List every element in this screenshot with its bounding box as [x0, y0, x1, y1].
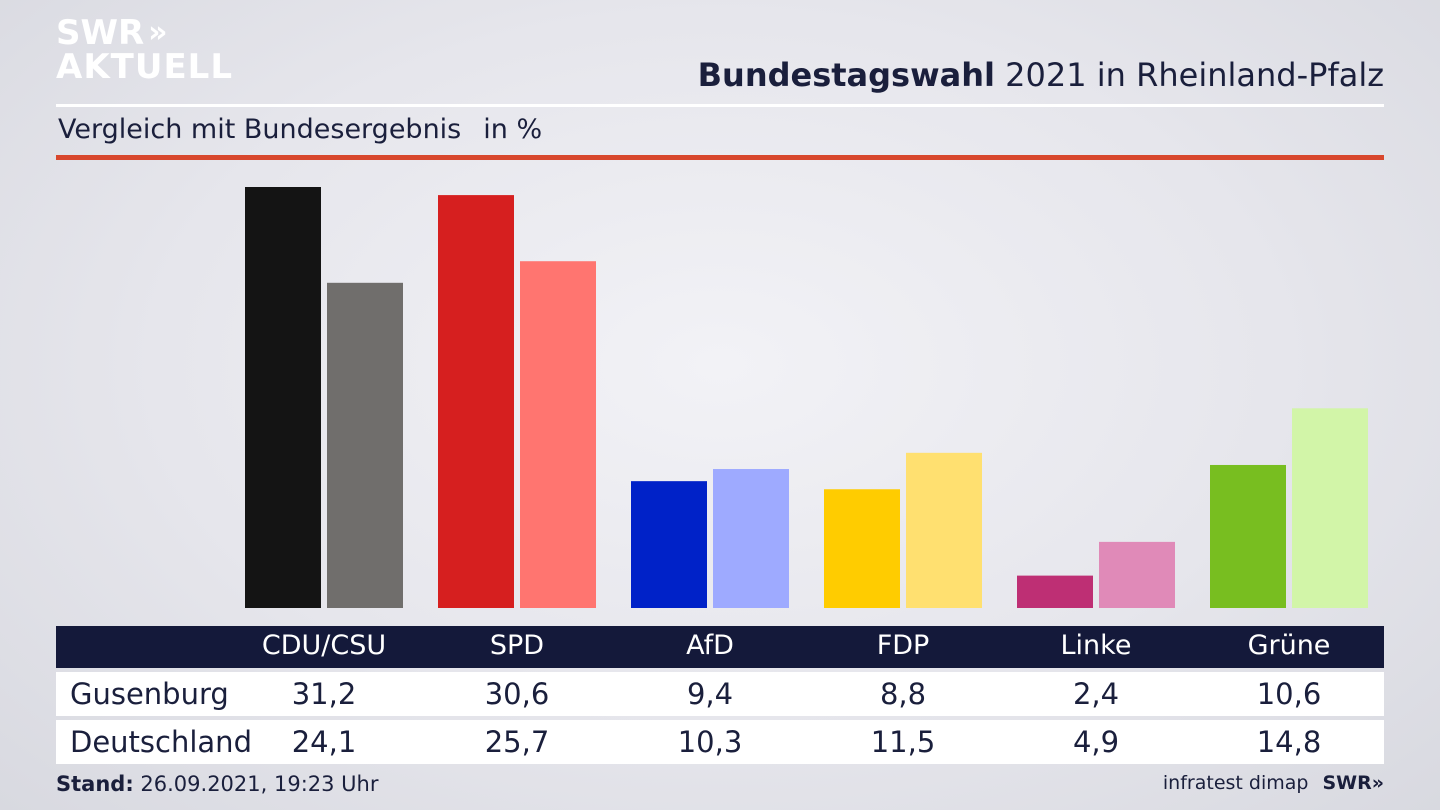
bar-fdp-deutschland	[906, 452, 982, 608]
subtitle-text: Vergleich mit Bundesergebnis	[58, 114, 462, 145]
table-row-deutschland: Deutschland 24,1 25,7 10,3 11,5 4,9 14,8	[56, 720, 1384, 764]
bar-spd-deutschland	[520, 261, 596, 608]
source-credit: infratest dimap SWR»	[1163, 772, 1384, 794]
bar-cdu-csu-gusenburg	[245, 187, 321, 608]
logo-swr-text: SWR	[56, 13, 145, 53]
timestamp: Stand: 26.09.2021, 19:23 Uhr	[56, 772, 379, 796]
value-deutschland-cdu-csu: 24,1	[291, 725, 357, 759]
bar-cdu-csu-deutschland	[327, 282, 403, 608]
column-header-fdp: FDP	[876, 630, 930, 661]
bar-gr-ne-gusenburg	[1210, 464, 1286, 608]
bar-afd-gusenburg	[631, 481, 707, 608]
bar-gr-ne-deutschland	[1292, 408, 1368, 608]
logo-aktuell-text: AKTUELL	[56, 47, 234, 87]
title-divider	[56, 104, 1384, 107]
bar-spd-gusenburg	[438, 195, 514, 608]
stand-value: 26.09.2021, 19:23 Uhr	[133, 772, 379, 796]
value-gusenburg-spd: 30,6	[484, 677, 550, 711]
value-deutschland-linke: 4,9	[1072, 725, 1120, 759]
bar-fdp-gusenburg	[824, 489, 900, 608]
value-gusenburg-afd: 9,4	[686, 677, 734, 711]
title-rest: 2021 in Rheinland-Pfalz	[995, 56, 1384, 94]
page-title: Bundestagswahl 2021 in Rheinland-Pfalz	[698, 56, 1384, 94]
table-row-gusenburg: Gusenburg 31,2 30,6 9,4 8,8 2,4 10,6	[56, 672, 1384, 716]
value-deutschland-afd: 10,3	[677, 725, 743, 759]
column-header-gr-ne: Grüne	[1247, 630, 1331, 661]
value-gusenburg-cdu-csu: 31,2	[291, 677, 357, 711]
value-gusenburg-fdp: 8,8	[879, 677, 927, 711]
column-header-afd: AfD	[686, 630, 734, 661]
column-header-linke: Linke	[1060, 630, 1132, 661]
value-deutschland-gr-ne: 14,8	[1256, 725, 1322, 759]
row-label-gusenburg: Gusenburg	[70, 677, 229, 711]
subtitle: Vergleich mit Bundesergebnis in %	[58, 114, 542, 145]
swr-aktuell-logo: SWR» AKTUELL	[56, 13, 234, 87]
source-text: infratest dimap	[1162, 772, 1309, 794]
title-bold: Bundestagswahl	[697, 56, 995, 94]
bar-linke-deutschland	[1099, 541, 1175, 608]
bar-linke-gusenburg	[1017, 575, 1093, 608]
value-gusenburg-linke: 2,4	[1072, 677, 1120, 711]
column-header-cdu-csu: CDU/CSU	[261, 630, 387, 661]
swr-footer-logo: SWR»	[1322, 772, 1384, 794]
accent-divider	[56, 155, 1384, 160]
bar-afd-deutschland	[713, 469, 789, 608]
value-deutschland-fdp: 11,5	[870, 725, 936, 759]
value-gusenburg-gr-ne: 10,6	[1256, 677, 1322, 711]
results-table: CDU/CSU SPD AfD FDP Linke Grüne Gusenburg 31,2…	[56, 626, 1384, 764]
stand-label: Stand:	[56, 772, 134, 796]
table-header: CDU/CSU SPD AfD FDP Linke Grüne	[56, 626, 1384, 668]
row-label-deutschland: Deutschland	[70, 725, 252, 759]
unit-label: in %	[483, 114, 543, 145]
column-header-spd: SPD	[489, 630, 545, 661]
value-deutschland-spd: 25,7	[484, 725, 550, 759]
